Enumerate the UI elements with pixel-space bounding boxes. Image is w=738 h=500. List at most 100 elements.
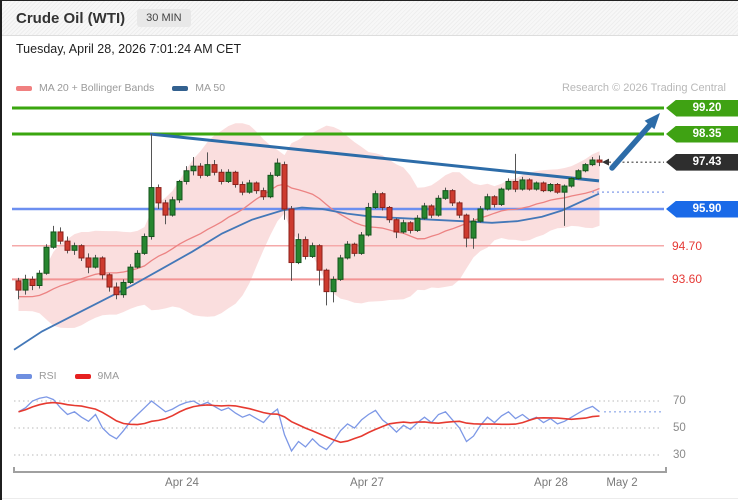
candle-up: [589, 159, 596, 166]
legend-label: MA 50: [195, 82, 226, 94]
candle-up: [120, 281, 127, 296]
rsi-axis-label-50: 50: [673, 422, 686, 434]
candle-down: [29, 278, 36, 287]
candle-up: [547, 184, 554, 192]
legend-item: MA 20 + Bollinger Bands: [16, 82, 154, 94]
candle-down: [85, 257, 92, 268]
candle-up: [337, 257, 344, 280]
x-axis-bracket: [13, 467, 667, 473]
candle-up: [176, 180, 183, 201]
candle-up: [204, 164, 211, 176]
candle-up: [575, 170, 582, 179]
candle-down: [155, 187, 162, 204]
candle-up: [365, 206, 372, 236]
candle-up: [134, 252, 141, 268]
rsi-axis-label-70: 70: [673, 395, 686, 407]
candle-down: [15, 280, 22, 291]
x-axis-label-apr-24: Apr 24: [165, 477, 199, 489]
candle-up: [477, 208, 484, 222]
candle-up: [435, 197, 442, 216]
x-axis-label-apr-28: Apr 28: [534, 477, 568, 489]
candle-up: [421, 205, 428, 219]
ma20-line: [18, 183, 600, 298]
legend-swatch-icon: [172, 85, 189, 91]
chart-datetime: Tuesday, April 28, 2026 7:01:24 AM CET: [16, 42, 242, 56]
candle-up: [36, 272, 43, 287]
candle-down: [456, 202, 463, 216]
candle-down: [302, 239, 309, 257]
candle-up: [267, 174, 274, 198]
legend-swatch-icon: [74, 373, 91, 379]
candle-up: [169, 199, 176, 216]
legend-swatch-icon: [16, 85, 32, 91]
candle-down: [526, 179, 533, 190]
candle-down: [554, 184, 561, 193]
candle-down: [491, 196, 498, 205]
candle-down: [99, 257, 106, 276]
candle-up: [442, 190, 449, 199]
legend-rsi: RSI 9MA: [16, 370, 119, 382]
candle-down: [162, 202, 169, 216]
candle-up: [309, 245, 316, 257]
bottom-hairline: [2, 498, 738, 499]
candle-down: [281, 164, 288, 210]
candle-down: [239, 184, 246, 193]
candle-up: [582, 164, 589, 172]
legend-item: 9MA: [74, 370, 120, 382]
candle-down: [232, 171, 239, 186]
breakout-arrow-head: [644, 113, 660, 130]
candle-down: [197, 165, 204, 176]
candle-down: [316, 245, 323, 271]
candle-up: [274, 162, 281, 176]
candle-up: [71, 245, 78, 251]
trendline: [149, 132, 600, 183]
candle-down: [253, 182, 260, 192]
candle-up: [127, 266, 134, 283]
legend-item: MA 50: [172, 82, 225, 94]
candle-down: [211, 164, 218, 173]
legend-label: RSI: [39, 370, 57, 382]
candle-up: [22, 278, 29, 291]
breakout-arrow-shaft: [609, 122, 653, 171]
candle-down: [64, 240, 71, 251]
rsi-ma9-line: [18, 401, 600, 444]
legend-label: 9MA: [97, 370, 120, 382]
x-axis-label-apr-27: Apr 27: [350, 477, 384, 489]
candle-up: [400, 222, 407, 233]
candle-down: [428, 205, 435, 216]
timeframe-badge: 30 MIN: [137, 9, 191, 27]
candle-up: [190, 165, 197, 172]
candle-down: [323, 269, 330, 293]
candle-up: [330, 278, 337, 293]
candle-down: [106, 274, 113, 288]
candle-up: [141, 236, 148, 254]
candle-up: [505, 180, 512, 190]
legend-swatch-icon: [16, 373, 32, 379]
research-credit: Research © 2026 Trading Central: [561, 82, 726, 94]
candle-up: [43, 246, 50, 274]
candle-up: [561, 185, 568, 193]
candle-down: [540, 182, 547, 192]
candle-up: [183, 170, 190, 182]
candle-up: [372, 193, 379, 208]
rsi-axis-label-30: 30: [673, 449, 686, 461]
price-tag-95.90: 95.90: [666, 200, 738, 218]
price-tag-99.20: 99.20: [666, 99, 738, 117]
candle-down: [78, 245, 85, 259]
candle-up: [246, 182, 253, 193]
price-tag-97.43: 97.43: [666, 153, 738, 171]
candle-up: [498, 188, 505, 205]
candle-up: [295, 239, 302, 264]
candle-down: [393, 219, 400, 233]
candle-down: [260, 190, 267, 198]
legend-label: MA 20 + Bollinger Bands: [39, 82, 155, 94]
bollinger-band-fill: [18, 123, 600, 328]
candle-up: [519, 179, 526, 190]
candle-up: [148, 187, 155, 238]
x-axis-label-may-2: May 2: [606, 477, 638, 489]
candle-up: [344, 243, 351, 259]
candle-down: [512, 180, 519, 190]
candle-down: [386, 206, 393, 221]
candle-down: [218, 171, 225, 182]
